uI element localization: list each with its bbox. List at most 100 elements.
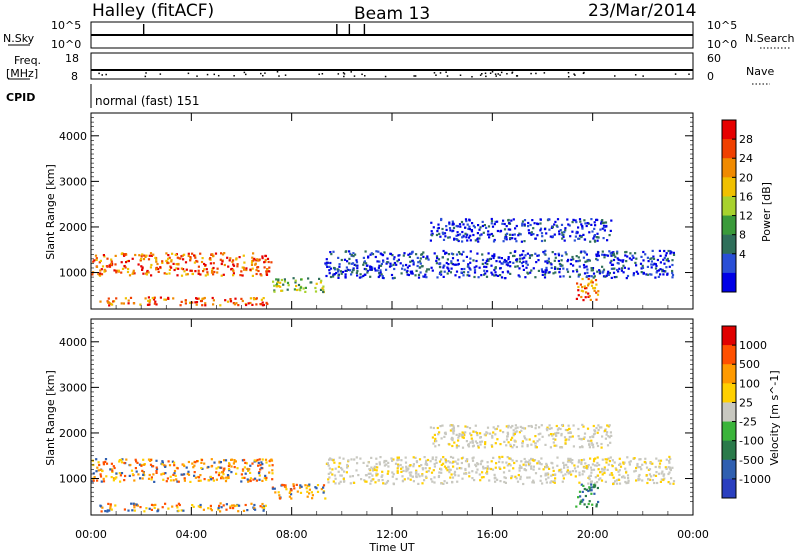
range-cell <box>152 465 155 468</box>
range-cell <box>483 446 486 449</box>
range-cell <box>550 427 553 430</box>
range-cell <box>635 270 638 273</box>
range-cell <box>627 477 630 480</box>
range-cell <box>230 471 233 474</box>
range-cell <box>606 458 609 461</box>
range-cell <box>244 472 247 475</box>
range-cell <box>237 510 240 513</box>
range-cell <box>330 253 333 256</box>
range-cell <box>257 472 261 475</box>
range-cell <box>153 302 156 305</box>
range-cell <box>599 228 602 231</box>
range-cell <box>112 300 115 303</box>
range-cell <box>161 260 164 263</box>
range-cell <box>585 265 588 268</box>
range-cell <box>576 465 579 468</box>
range-cell <box>658 466 661 469</box>
range-cell <box>431 457 434 461</box>
range-cell <box>596 293 600 296</box>
range-cell <box>150 263 153 267</box>
range-cell <box>667 249 670 253</box>
colorbar-tick-label: 16 <box>739 190 753 203</box>
range-cell <box>467 463 470 466</box>
range-cell <box>589 474 592 477</box>
range-cell <box>558 233 561 236</box>
range-cell <box>456 467 459 470</box>
range-cell <box>241 299 244 303</box>
range-cell <box>671 263 674 267</box>
range-cell <box>442 249 445 253</box>
range-cell <box>584 251 587 254</box>
range-cell <box>365 268 368 271</box>
range-cell <box>457 239 460 243</box>
range-cell <box>581 286 584 289</box>
range-cell <box>451 428 454 431</box>
range-cell <box>403 268 406 271</box>
range-cell <box>515 445 518 449</box>
range-cell <box>592 468 596 471</box>
nave-point <box>105 73 107 76</box>
range-cell <box>588 440 591 443</box>
range-cell <box>590 442 593 445</box>
range-cell <box>415 269 418 272</box>
nave-point <box>495 75 497 77</box>
range-cell <box>469 239 472 242</box>
range-cell <box>241 468 245 471</box>
range-cell <box>152 473 155 476</box>
range-cell <box>356 264 359 267</box>
range-cell <box>292 483 295 486</box>
range-cell <box>147 258 151 261</box>
range-cell <box>553 479 556 483</box>
range-cell <box>592 446 595 449</box>
range-cell <box>450 252 453 255</box>
range-cell <box>321 287 324 290</box>
range-cell <box>542 468 545 471</box>
range-cell <box>485 275 489 278</box>
range-cell <box>508 233 512 236</box>
range-cell <box>545 232 548 235</box>
range-cell <box>437 474 441 478</box>
range-cell <box>465 233 468 236</box>
range-cell <box>416 256 419 259</box>
range-cell <box>155 466 158 469</box>
range-cell <box>270 261 273 264</box>
range-cell <box>618 457 621 460</box>
range-cell <box>492 240 496 243</box>
range-cell <box>606 431 609 434</box>
range-cell <box>104 510 107 513</box>
range-cell <box>667 472 670 476</box>
range-cell <box>245 462 248 465</box>
range-cell <box>609 252 612 255</box>
range-cell <box>381 276 384 279</box>
range-cell <box>605 433 608 436</box>
range-cell <box>555 224 558 227</box>
range-cell <box>515 459 518 463</box>
range-cell <box>619 462 622 465</box>
range-cell <box>466 425 469 429</box>
range-cell <box>543 252 546 255</box>
range-cell <box>509 228 512 231</box>
range-cell <box>325 258 328 261</box>
range-cell <box>498 466 501 469</box>
range-cell <box>581 445 584 448</box>
range-cell <box>663 262 666 265</box>
range-cell <box>348 269 352 272</box>
range-cell <box>608 272 611 275</box>
range-cell <box>152 253 155 256</box>
range-cell <box>596 431 599 434</box>
range-cell <box>533 222 536 225</box>
range-cell <box>608 473 612 476</box>
range-cell <box>356 267 359 270</box>
range-cell <box>334 482 337 485</box>
range-cell <box>183 477 186 480</box>
range-cell <box>546 466 549 469</box>
range-cell <box>166 477 169 480</box>
range-cell <box>588 478 591 481</box>
range-cell <box>496 478 499 481</box>
range-cell <box>378 461 381 464</box>
range-cell <box>552 437 555 440</box>
range-cell <box>388 265 392 268</box>
range-cell <box>126 270 130 274</box>
range-cell <box>469 268 472 271</box>
range-cell <box>493 268 496 272</box>
